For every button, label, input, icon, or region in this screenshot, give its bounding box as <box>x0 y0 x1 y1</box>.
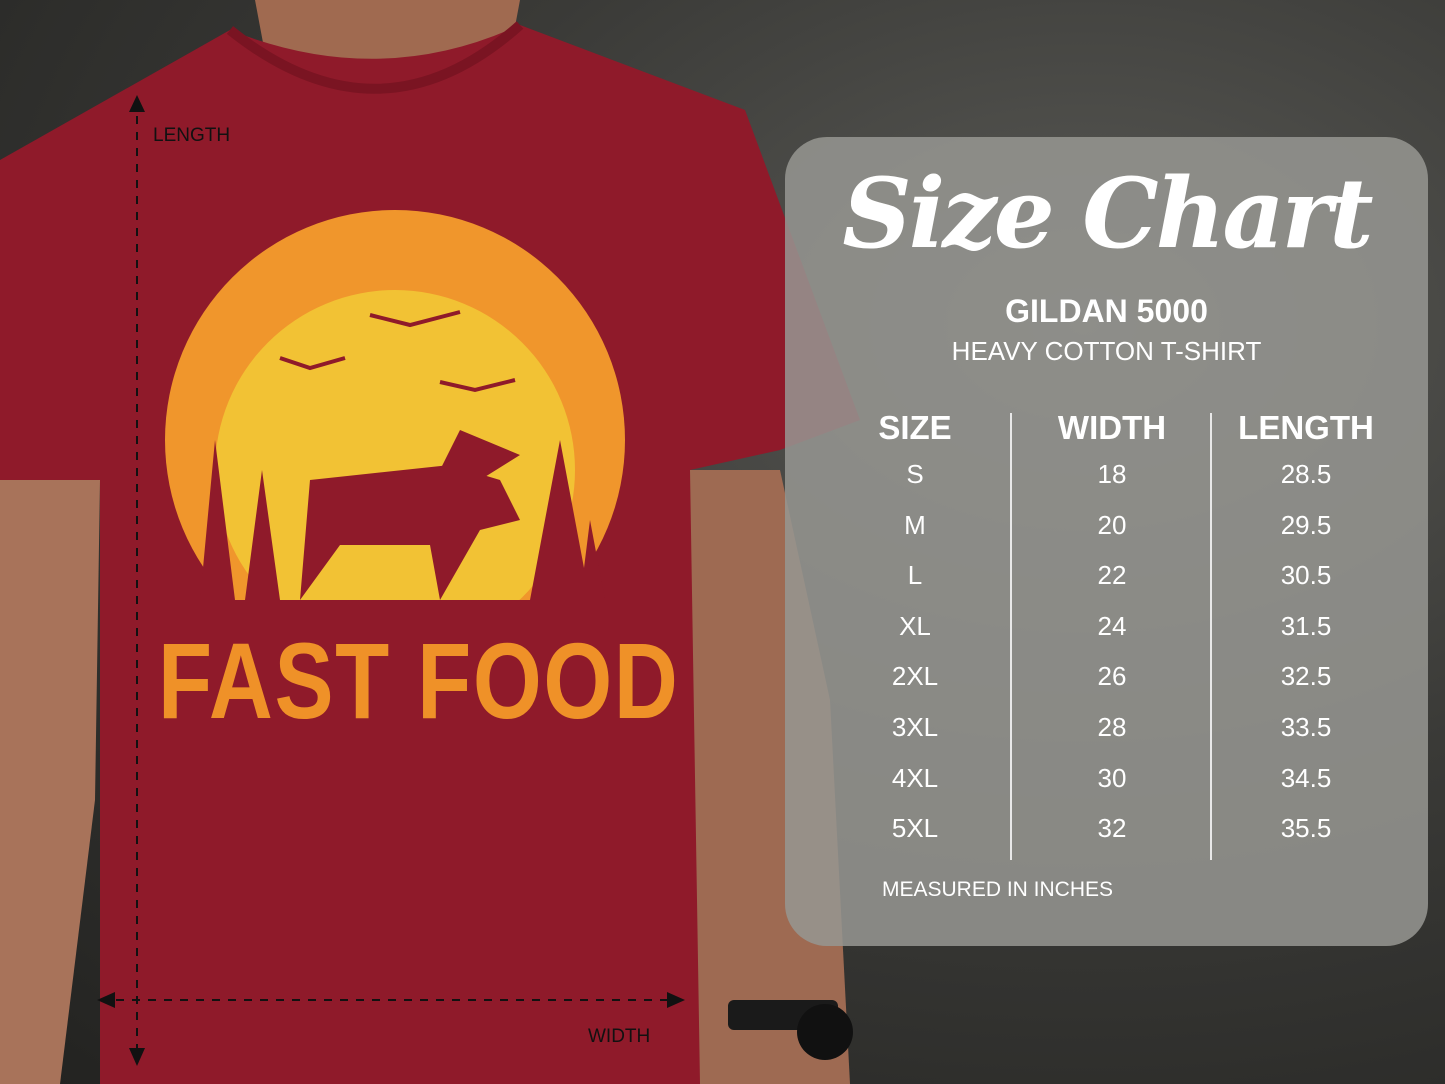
cell: 33.5 <box>1280 711 1332 742</box>
brand-name: GILDAN 5000 <box>1005 293 1208 329</box>
length-column: LENGTH 28.5 29.5 30.5 31.5 32.5 33.5 34.… <box>1206 409 1406 864</box>
cell: M <box>904 509 926 540</box>
column-divider <box>1210 413 1212 860</box>
pine-trees <box>200 440 605 600</box>
graphic-ground-mask <box>160 600 630 720</box>
collar <box>226 21 524 94</box>
cell: 2XL <box>891 661 939 692</box>
size-column: SIZE S M L XL 2XL 3XL 4XL 5XL <box>815 409 1015 864</box>
cell: 28 <box>1097 711 1127 742</box>
graphic-text: FAST FOOD <box>158 620 680 741</box>
width-label: WIDTH <box>588 1026 651 1047</box>
cell: 3XL <box>891 711 939 742</box>
left-arm <box>0 470 100 1084</box>
watch-face <box>797 1004 853 1060</box>
cell: 32 <box>1097 813 1127 844</box>
size-chart-title: Size Chart <box>842 157 1373 270</box>
cell: 34.5 <box>1280 762 1332 793</box>
cell: 31.5 <box>1280 610 1332 641</box>
width-column: WIDTH 18 20 22 24 26 28 30 32 <box>1012 409 1212 864</box>
birds <box>279 310 516 393</box>
cell: 28.5 <box>1280 459 1332 489</box>
size-chart-panel: Size Chart GILDAN 5000 HEAVY COTTON T-SH… <box>785 137 1428 946</box>
cell: 20 <box>1097 509 1127 540</box>
cell: 30.5 <box>1280 560 1332 591</box>
cell: S <box>906 459 924 489</box>
cell: 22 <box>1097 560 1127 591</box>
length-label: LENGTH <box>153 125 231 146</box>
cell: L <box>907 560 923 591</box>
column-divider <box>1010 413 1012 860</box>
cell: 29.5 <box>1280 509 1332 540</box>
header-length: LENGTH <box>1238 409 1374 446</box>
moose-silhouette <box>300 430 520 600</box>
cell: 26 <box>1097 661 1127 692</box>
measurement-note: MEASURED IN INCHES <box>882 878 1114 901</box>
product-subtitle: HEAVY COTTON T-SHIRT <box>951 336 1262 366</box>
cell: 32.5 <box>1280 661 1332 692</box>
cell: 18 <box>1097 459 1127 489</box>
cell: XL <box>899 610 931 641</box>
cell: 5XL <box>891 813 939 844</box>
cell: 35.5 <box>1280 813 1332 844</box>
header-width: WIDTH <box>1057 409 1167 446</box>
cell: 24 <box>1097 610 1127 641</box>
cell: 4XL <box>891 762 939 793</box>
header-size: SIZE <box>878 409 952 446</box>
cell: 30 <box>1097 762 1127 793</box>
